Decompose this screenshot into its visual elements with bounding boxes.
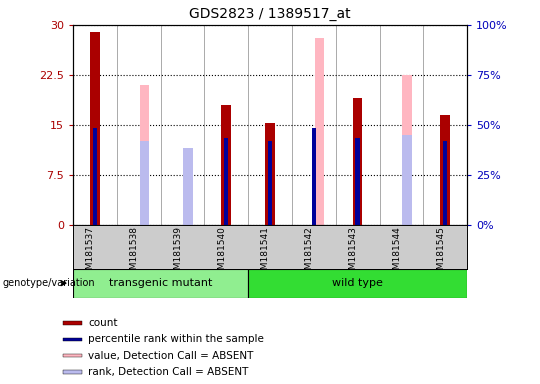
Bar bbox=[224, 138, 228, 225]
Bar bbox=[443, 141, 448, 225]
Bar bbox=[139, 141, 149, 225]
Bar bbox=[63, 370, 82, 374]
Bar bbox=[265, 124, 275, 225]
Bar bbox=[221, 105, 231, 225]
Text: GSM181539: GSM181539 bbox=[173, 226, 183, 281]
Title: GDS2823 / 1389517_at: GDS2823 / 1389517_at bbox=[189, 7, 351, 21]
Text: value, Detection Call = ABSENT: value, Detection Call = ABSENT bbox=[88, 351, 253, 361]
Text: percentile rank within the sample: percentile rank within the sample bbox=[88, 334, 264, 344]
Text: transgenic mutant: transgenic mutant bbox=[109, 278, 212, 288]
Text: genotype/variation: genotype/variation bbox=[3, 278, 96, 288]
Bar bbox=[353, 98, 362, 225]
Text: GSM181543: GSM181543 bbox=[349, 226, 357, 281]
Bar bbox=[63, 321, 82, 325]
Bar bbox=[402, 75, 412, 225]
Bar bbox=[268, 141, 272, 225]
Text: GSM181544: GSM181544 bbox=[393, 226, 401, 281]
Bar bbox=[248, 269, 467, 298]
Bar bbox=[90, 31, 99, 225]
Text: count: count bbox=[88, 318, 118, 328]
Bar bbox=[63, 338, 82, 341]
Bar bbox=[139, 85, 149, 225]
Bar bbox=[184, 148, 193, 225]
Text: GSM181540: GSM181540 bbox=[217, 226, 226, 281]
Bar bbox=[93, 128, 97, 225]
Text: rank, Detection Call = ABSENT: rank, Detection Call = ABSENT bbox=[88, 367, 248, 377]
Text: GSM181538: GSM181538 bbox=[130, 226, 139, 281]
Bar bbox=[441, 115, 450, 225]
Bar bbox=[315, 38, 325, 225]
Text: GSM181537: GSM181537 bbox=[86, 226, 95, 281]
Bar bbox=[355, 138, 360, 225]
Bar bbox=[312, 128, 316, 225]
Bar bbox=[73, 269, 248, 298]
Text: GSM181541: GSM181541 bbox=[261, 226, 270, 281]
Bar bbox=[402, 135, 412, 225]
Text: GSM181542: GSM181542 bbox=[305, 226, 314, 281]
Text: GSM181545: GSM181545 bbox=[436, 226, 445, 281]
Text: wild type: wild type bbox=[332, 278, 383, 288]
Bar bbox=[63, 354, 82, 358]
